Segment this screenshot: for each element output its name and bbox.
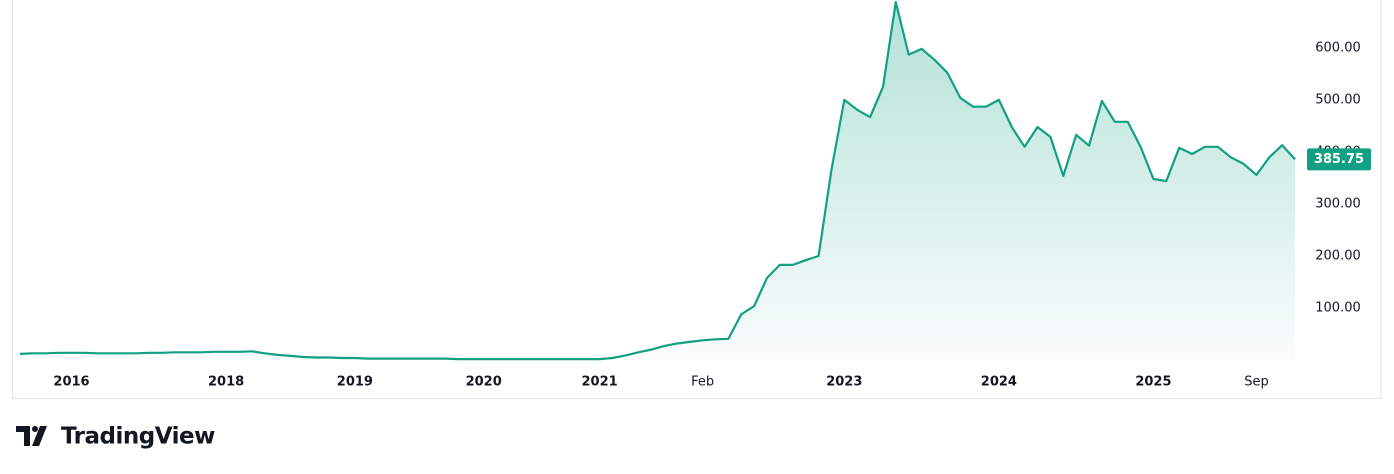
x-tick-label: 2024 — [981, 375, 1017, 390]
x-tick-label: 2025 — [1135, 375, 1171, 390]
area — [20, 2, 1296, 361]
last-value-label: 385.75 — [1314, 152, 1364, 167]
plot: 100.00200.00300.00400.00500.00600.002016… — [19, 1, 1371, 390]
logo — [16, 426, 47, 446]
x-tick-label: 2020 — [466, 375, 502, 390]
y-tick-label: 200.00 — [1315, 249, 1361, 264]
x-tick-label: Sep — [1244, 375, 1269, 390]
x-tick-label: Feb — [691, 375, 714, 390]
y-tick-label: 600.00 — [1315, 40, 1361, 55]
y-tick-label: 500.00 — [1315, 92, 1361, 107]
brand: TradingView — [61, 424, 215, 450]
chart-frame — [12, 0, 1382, 399]
last-value-tag — [1307, 148, 1371, 171]
x-tick-label: 2019 — [337, 375, 373, 390]
y-tick-label: 100.00 — [1315, 301, 1361, 316]
line — [19, 1, 1296, 361]
x-tick-label: 2023 — [826, 375, 862, 390]
y-tick-label: 300.00 — [1315, 196, 1361, 211]
x-tick-label: 2016 — [53, 375, 89, 390]
x-tick-label: 2021 — [582, 375, 618, 390]
x-tick-label: 2018 — [208, 375, 244, 390]
